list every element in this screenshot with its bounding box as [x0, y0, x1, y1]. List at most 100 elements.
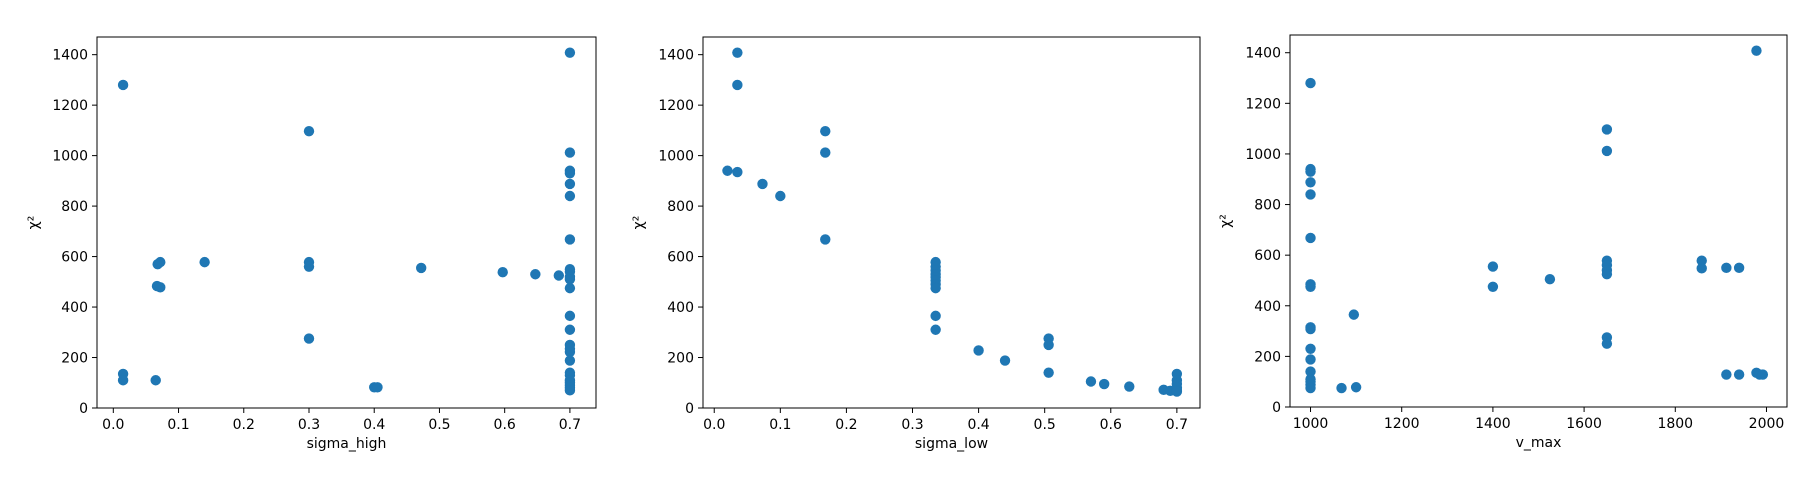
data-point — [1336, 382, 1347, 394]
x-tick-label: 0.0 — [102, 417, 124, 433]
y-tick-label: 0 — [685, 401, 694, 417]
data-point — [1171, 386, 1183, 397]
data-point — [732, 79, 743, 91]
data-point — [820, 125, 831, 137]
x-tick-label: 0.3 — [298, 417, 320, 433]
x-tick-label: 0.4 — [363, 417, 385, 433]
y-tick-label: 600 — [1254, 248, 1281, 264]
data-point — [1601, 268, 1613, 280]
data-point — [820, 234, 831, 245]
data-point — [1696, 255, 1707, 266]
data-point — [1721, 369, 1732, 380]
data-point — [775, 190, 786, 202]
data-point — [757, 178, 768, 190]
x-tick-label: 0.1 — [167, 417, 189, 433]
data-point — [303, 333, 315, 344]
y-tick-label: 1000 — [52, 149, 88, 165]
data-point — [1305, 382, 1316, 394]
data-point — [1124, 381, 1135, 392]
data-point — [117, 375, 129, 386]
data-point — [1348, 309, 1360, 320]
data-point — [1733, 369, 1745, 380]
y-tick-label: 1200 — [52, 98, 88, 114]
data-point — [564, 190, 576, 202]
x-tick-label: 0.2 — [835, 417, 857, 433]
y-tick-label: 400 — [667, 300, 694, 316]
data-point — [1601, 145, 1613, 157]
data-point — [150, 375, 161, 386]
x-tick-label: 1000 — [1293, 416, 1329, 432]
data-point — [1043, 367, 1054, 378]
data-point — [303, 261, 315, 272]
data-point — [564, 47, 576, 58]
data-point — [820, 147, 831, 158]
y-tick-label: 1400 — [658, 48, 694, 64]
y-tick-label: 400 — [1254, 299, 1281, 315]
data-point — [1085, 376, 1097, 387]
y-tick-label: 1200 — [658, 98, 694, 114]
data-point — [1487, 261, 1499, 272]
data-point — [415, 262, 427, 274]
axes-frame — [96, 36, 597, 409]
x-axis-label: sigma_high — [307, 436, 387, 452]
y-tick-label: 1200 — [1245, 96, 1281, 112]
data-point — [199, 256, 210, 268]
y-tick-label: 800 — [667, 199, 694, 215]
y-tick-label: 1400 — [52, 48, 88, 64]
data-point — [722, 165, 733, 176]
data-point — [564, 385, 576, 396]
data-point — [564, 282, 576, 294]
data-point — [1305, 354, 1316, 365]
x-tick-label: 0.3 — [901, 417, 923, 433]
x-tick-label: 0.6 — [494, 417, 516, 433]
data-point — [732, 47, 743, 58]
data-point — [564, 168, 576, 179]
data-point — [999, 355, 1011, 366]
data-point — [1733, 262, 1745, 274]
x-tick-label: 0.2 — [233, 417, 255, 433]
x-tick-label: 0.0 — [703, 417, 725, 433]
data-point — [1305, 343, 1316, 354]
x-tick-label: 1800 — [1657, 416, 1693, 432]
data-point — [553, 270, 565, 281]
scatter-panel-sigma-high: 0.0 0.1 0.2 0.3 0.4 0.5 0.6 0.7 0 200 400 600 800 100… — [26, 36, 597, 452]
y-tick-label: 200 — [667, 351, 694, 367]
x-tick-label: 1400 — [1475, 416, 1511, 432]
data-point — [1305, 177, 1316, 188]
data-point — [530, 269, 541, 280]
y-tick-label: 200 — [61, 351, 88, 367]
x-tick-label: 0.7 — [559, 417, 581, 433]
data-point — [155, 256, 166, 268]
y-tick-label: 1000 — [658, 149, 694, 165]
data-point — [1305, 189, 1316, 200]
y-tick-label: 1000 — [1245, 147, 1281, 163]
data-point — [1601, 338, 1613, 349]
scatter-panel-sigma-low: 0.0 0.1 0.2 0.3 0.4 0.5 0.6 0.7 0 200 400 600 800 100… — [631, 36, 1201, 452]
data-point — [372, 382, 383, 393]
y-tick-label: 600 — [667, 250, 694, 266]
data-point — [973, 345, 984, 356]
data-point — [497, 267, 508, 278]
data-point — [1305, 323, 1316, 335]
y-tick-label: 600 — [61, 250, 88, 266]
y-axis-label: χ² — [631, 216, 647, 230]
data-point — [930, 282, 941, 294]
x-tick-label: 1600 — [1566, 416, 1602, 432]
scatter-panel-v-max: 1000 1200 1400 1600 1800 2000 0 200 400 600 800 100… — [1218, 34, 1788, 451]
data-point — [564, 355, 576, 366]
data-point — [1098, 378, 1110, 390]
data-point — [564, 147, 576, 158]
data-point — [1305, 281, 1316, 292]
data-point — [564, 234, 576, 245]
data-point — [1751, 45, 1762, 56]
data-point — [303, 125, 315, 137]
x-tick-label: 1200 — [1384, 416, 1420, 432]
axes-frame — [1289, 34, 1788, 408]
data-point — [564, 310, 576, 322]
y-tick-label: 800 — [61, 199, 88, 215]
x-tick-label: 0.1 — [769, 417, 791, 433]
data-point — [1696, 263, 1707, 274]
y-tick-label: 800 — [1254, 198, 1281, 214]
y-tick-label: 1400 — [1245, 46, 1281, 62]
